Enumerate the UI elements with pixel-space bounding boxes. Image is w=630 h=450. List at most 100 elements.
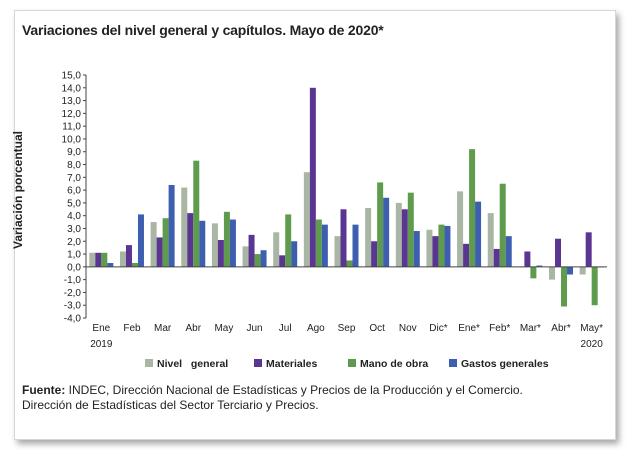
bar-3-Abr*: [561, 266, 568, 307]
bar-1-Ago: [303, 172, 310, 267]
bar-2-Sep: [340, 209, 347, 267]
x-tick-label: Ene*: [458, 323, 480, 334]
bar-2-Mar: [156, 237, 163, 267]
legend-label: Gastos generales: [461, 358, 549, 370]
bar-2-Jun: [248, 234, 255, 267]
bar-4-Abr: [199, 220, 206, 267]
y-tick-label: 2,0: [67, 237, 81, 248]
x-tick-label: Feb*: [489, 323, 510, 334]
y-tick-label: -1,0: [64, 275, 82, 286]
y-tick-label: 11,0: [62, 122, 81, 133]
bar-2-Jul: [279, 255, 286, 267]
legend-label: Nivel general: [157, 358, 228, 370]
legend-swatch: [254, 359, 262, 367]
bar-1-Oct: [365, 208, 372, 267]
bar-2-Feb: [125, 245, 132, 267]
y-tick-label: 7,0: [67, 173, 81, 184]
bar-2-Ene*: [463, 243, 470, 267]
bar-2-Ago: [309, 87, 316, 267]
x-tick-label: Nov: [399, 323, 417, 334]
y-tick-label: 4,0: [67, 211, 81, 222]
bar-1-Jun: [242, 246, 249, 267]
bar-2-May*: [585, 232, 592, 267]
bar-3-May: [223, 211, 230, 267]
bar-4-Jun: [260, 250, 267, 267]
bar-1-Sep: [334, 236, 341, 267]
bar-1-Mar: [150, 222, 157, 267]
bar-4-Ene: [107, 263, 114, 267]
y-tick-label: 8,0: [67, 160, 81, 171]
bar-3-May*: [591, 266, 598, 306]
bar-4-Mar*: [536, 265, 543, 267]
y-tick-label: 14,0: [62, 83, 82, 94]
bar-2-Nov: [401, 209, 408, 267]
y-tick-label: 13,0: [62, 96, 82, 107]
bar-2-Dic*: [432, 236, 439, 267]
bar-1-Abr: [181, 187, 188, 267]
bar-4-Dic*: [444, 225, 451, 267]
bar-3-Jun: [254, 254, 261, 267]
bars: [86, 87, 607, 307]
bar-3-Mar: [162, 218, 169, 267]
bar-4-Feb: [137, 214, 144, 267]
x-tick-label: Ago: [307, 323, 325, 334]
bar-4-Jul: [291, 241, 298, 267]
bar-2-Feb*: [493, 248, 500, 267]
x-tick-label: Jul: [279, 323, 292, 334]
x-tick-label: Dic*: [429, 323, 447, 334]
bar-3-Feb: [131, 263, 138, 267]
x-tick-label: Ene: [92, 323, 110, 334]
year-label-last: 2020: [581, 339, 604, 350]
bar-3-Ene: [101, 252, 108, 267]
y-tick-label: 6,0: [67, 186, 81, 197]
bar-2-May: [217, 239, 224, 267]
legend-label: Materiales: [266, 358, 318, 370]
x-axis: Ene Feb Mar Abr May Jun Jul Ago Sep Oct Nov Dic* Ene…: [90, 323, 603, 350]
bar-3-Mar*: [530, 266, 537, 279]
bar-4-Mar: [168, 184, 175, 267]
y-tick-label: 0,0: [67, 262, 81, 273]
legend-swatch: [449, 359, 457, 367]
x-tick-label: Abr*: [551, 323, 571, 334]
source-note: Fuente: INDEC, Dirección Nacional de Est…: [22, 383, 602, 413]
legend-label: Mano de obra: [360, 358, 428, 370]
source-line-1: INDEC, Dirección Nacional de Estadística…: [65, 383, 523, 397]
bar-1-Abr*: [549, 266, 556, 280]
bar-2-Ene: [95, 252, 102, 267]
legend-swatch: [348, 359, 356, 367]
x-tick-label: Jun: [246, 323, 262, 334]
bar-3-Ago: [315, 219, 322, 267]
y-tick-label: 12,0: [62, 109, 82, 120]
y-tick-label: -4,0: [64, 314, 82, 325]
bar-3-Ene*: [469, 149, 476, 267]
bar-4-Nov: [413, 231, 420, 267]
bar-3-Feb*: [499, 183, 506, 267]
bar-1-May*: [579, 266, 586, 275]
x-tick-label: Oct: [369, 323, 385, 334]
y-tick-label: -2,0: [64, 288, 82, 299]
bar-2-Mar*: [524, 251, 531, 267]
x-tick-label: Mar*: [520, 323, 541, 334]
legend: Nivel general Materiales Mano de obra Gasto…: [145, 358, 549, 370]
chart-title: Variaciones del nivel general y capítulo…: [22, 22, 384, 38]
x-tick-label: Sep: [338, 323, 356, 334]
x-tick-label: Mar: [154, 323, 172, 334]
x-tick-label: Feb: [123, 323, 141, 334]
bar-4-Ago: [321, 224, 328, 267]
bar-1-Dic*: [426, 229, 433, 267]
bar-1-Nov: [395, 202, 402, 267]
bar-4-Ene*: [475, 201, 482, 267]
bar-3-Nov: [407, 192, 414, 267]
bar-1-Feb: [119, 251, 126, 267]
bar-1-May: [211, 223, 218, 267]
bar-3-Jul: [285, 214, 292, 267]
bar-2-Abr: [187, 213, 194, 267]
bar-1-Jul: [273, 232, 280, 267]
bar-4-Oct: [383, 197, 390, 267]
y-axis: 15,014,0 13,0 12,0 11,010,0 9,0 8,0 7,0 6,05,0 4…: [62, 71, 87, 325]
bar-2-Oct: [371, 241, 378, 267]
y-tick-label: -3,0: [64, 301, 82, 312]
bar-3-Oct: [377, 182, 384, 267]
legend-swatch: [145, 359, 153, 367]
